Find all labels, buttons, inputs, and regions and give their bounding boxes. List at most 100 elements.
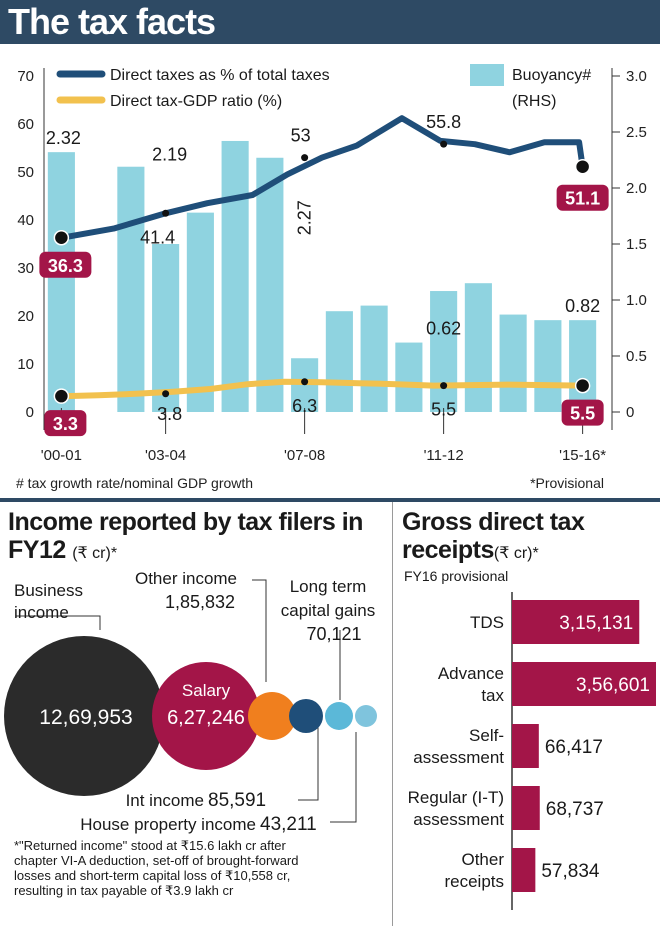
label-direct-2000-01: 36.3 [48,256,83,276]
receipt-bar-3 [512,724,539,768]
value-house-property: 43,211 [260,814,317,835]
income-note-line-1: *"Returned income" stood at ₹15.6 lakh c… [14,838,286,853]
y-left-tick-70: 70 [17,68,34,85]
line-tax-gdp-ratio [58,378,586,400]
bubble-business-income [4,636,164,796]
direct-point-2007-08 [301,154,309,162]
legend-label-gdp: Direct tax-GDP ratio (%) [110,93,282,110]
y-left-tick-20: 20 [17,308,34,325]
income-title-text: Income reported by tax filers in FY12 [8,508,363,564]
gdp-point-2015-16 [574,377,591,394]
y-left-tick-0: 0 [26,404,34,421]
label-ltcg-line1: Long term [290,577,367,596]
gdp-point-2000-01 [53,388,70,404]
line-direct-taxes [58,115,586,241]
receipt-category-1-line-1: TDS [470,613,504,632]
buoyancy-bar-2014-15 [534,320,562,412]
label-ltcg-line2: capital gains [281,601,376,620]
receipt-category-4-line-2: assessment [413,810,504,829]
y-right-tick-2.0: 2.0 [626,180,647,197]
receipt-bar-4 [512,786,540,830]
label-house-property: House property income [80,815,256,834]
gdp-point-2011-12 [440,382,448,390]
y-left-tick-40: 40 [17,212,34,229]
leader-business [16,615,101,630]
y-right-tick-2.5: 2.5 [626,124,647,141]
bubble-salary [152,662,260,770]
leader-other-income [252,579,267,682]
label-direct-2015-16: 51.1 [565,189,600,209]
direct-tax-chart: 0 10 20 30 40 50 60 70 0 0.5 1.0 1.5 2.0 2.5 3.0 '00-01… [16,64,647,491]
x-tick-'15-16*: '15-16* [559,447,606,464]
x-tick-'03-04: '03-04 [145,447,186,464]
y-right-tick-1.5: 1.5 [626,236,647,253]
label-direct-2015-16-box [556,184,609,211]
receipt-category-3-line-1: Self- [469,726,504,745]
leader-int [298,726,319,801]
receipt-value-5: 57,834 [541,861,600,882]
section-divider-vertical [392,502,393,926]
buoyancy-bar-2003-04 [152,244,180,412]
label-gdp-2015-16: 5.5 [570,404,595,424]
value-other-income: 1,85,832 [165,592,235,612]
label-direct-2007-08: 53 [291,126,311,146]
value-business-income: 12,69,953 [39,706,132,729]
value-int-income: 85,591 [208,790,266,811]
income-bubble-chart: Business income 12,69,953 Salary 6,27,24… [4,569,377,835]
label-int-income: Int income [126,791,204,810]
receipt-category-5-line-2: receipts [444,872,504,891]
label-buoyancy-2003-04: 2.19 [152,145,187,165]
label-gdp-2000-01: 3.3 [53,414,78,434]
income-unit: (₹ cr)* [72,545,118,562]
label-gdp-2011-12: 5.5 [431,400,456,420]
label-other-income: Other income [135,569,237,588]
direct-point-2000-01 [53,230,70,246]
income-note-line-2: chapter VI-A deduction, set-off of broug… [14,853,299,868]
buoyancy-bar-2008-09 [325,311,353,412]
receipt-category-2-line-2: tax [481,686,504,705]
buoyancy-bar-2015-16 [569,320,597,412]
buoyancy-footnote: # tax growth rate/nominal GDP growth [16,475,253,491]
y-right-tick-0.5: 0.5 [626,348,647,365]
page-title: The tax facts [8,1,216,42]
y-left-tick-50: 50 [17,164,34,181]
label-gdp-2000-01-box [44,410,87,437]
label-salary: Salary [182,681,231,700]
y-left-tick-30: 30 [17,260,34,277]
label-buoyancy-2000-01: 2.32 [46,128,81,148]
x-tick-'07-08: '07-08 [284,447,325,464]
legend-label-bars-rhs: (RHS) [512,93,556,110]
label-direct-2000-01-box [39,251,92,278]
value-ltcg: 70,121 [306,624,361,644]
direct-point-2011-12 [440,140,448,148]
value-salary: 6,27,246 [167,707,245,729]
gdp-point-2003-04 [162,390,170,398]
receipts-unit: (₹ cr)* [493,545,539,562]
buoyancy-bar-2005-06 [221,140,249,412]
buoyancy-bar-2011-12 [430,291,458,412]
label-buoyancy-2011-12: 0.62 [426,319,461,339]
receipt-category-2-line-1: Advance [438,664,504,683]
legend-swatch-bars [470,64,504,86]
y-right-tick-3.0: 3.0 [626,68,647,85]
buoyancy-bar-2004-05 [186,212,214,412]
receipts-bar-chart: TDS 3,15,131 Advance tax 3,56,601 Self-assess… [408,592,656,910]
receipt-bar-1 [512,600,640,644]
provisional-note: *Provisional [530,475,604,491]
receipt-value-1: 3,15,131 [559,613,633,634]
receipt-value-3: 66,417 [545,737,603,758]
receipt-category-5-line-1: Other [461,850,504,869]
buoyancy-bar-2002-03 [117,166,145,412]
label-gdp-2003-04: 3.8 [157,404,182,424]
receipt-bar-2 [512,662,656,706]
receipt-category-3-line-2: assessment [413,748,504,767]
buoyancy-bar-2006-07 [256,157,284,412]
y-right-tick-1.0: 1.0 [626,292,647,309]
bubble-other-income [355,705,377,727]
y-right-tick-0: 0 [626,404,634,421]
receipts-title-text: Gross direct tax receipts [402,508,585,564]
label-direct-2003-04: 41.4 [140,227,175,247]
buoyancy-bar-2010-11 [395,342,423,412]
legend-label-direct: Direct taxes as % of total taxes [110,67,330,84]
label-direct-2011-12: 55.8 [426,112,461,132]
